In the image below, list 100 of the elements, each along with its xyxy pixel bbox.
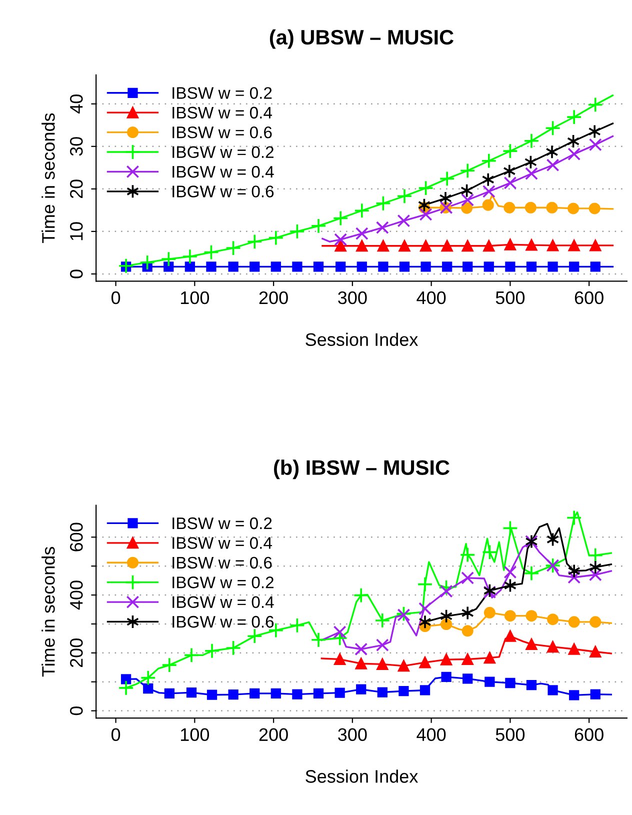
point	[524, 202, 536, 214]
x-tick-label: 500	[496, 291, 525, 304]
point	[334, 233, 348, 246]
y-tick-label: 200	[70, 638, 83, 668]
point	[548, 262, 558, 272]
y-axis-title: Time in seconds	[42, 113, 55, 244]
point	[203, 244, 220, 260]
point	[502, 143, 518, 159]
x-tick-label: 400	[416, 291, 446, 304]
point	[566, 109, 582, 125]
point	[354, 202, 370, 218]
point	[228, 690, 238, 700]
point	[164, 262, 174, 272]
point	[547, 614, 559, 626]
point	[418, 602, 432, 616]
point	[184, 262, 196, 272]
point	[419, 208, 432, 221]
point	[186, 687, 197, 698]
legend-label: IBSW w = 0.4	[172, 537, 272, 549]
point	[355, 227, 368, 240]
point	[484, 262, 494, 272]
legend-label: IBGW w = 0.4	[172, 596, 274, 608]
x-tick-label: 0	[111, 728, 120, 741]
point	[590, 646, 602, 658]
point	[588, 96, 604, 113]
point	[184, 647, 200, 664]
point	[481, 153, 497, 169]
chart-title: (a) UBSW – MUSIC	[270, 29, 454, 49]
point	[504, 566, 517, 579]
legend-label: IBSW w = 0.2	[172, 517, 272, 530]
point	[310, 632, 326, 648]
point	[246, 628, 262, 644]
point	[292, 262, 302, 272]
point	[568, 570, 581, 584]
point	[502, 520, 518, 536]
point	[461, 202, 473, 214]
point	[526, 680, 537, 690]
x-tick-label: 0	[111, 291, 120, 304]
point	[588, 548, 604, 564]
point	[376, 658, 388, 670]
point	[547, 641, 559, 653]
point	[354, 642, 368, 656]
point	[568, 148, 581, 161]
point	[420, 685, 430, 696]
point	[504, 238, 516, 250]
point	[398, 686, 409, 696]
point	[482, 544, 498, 560]
point	[418, 180, 434, 196]
point	[120, 674, 132, 684]
legend-label: IBSW w = 0.6	[172, 556, 272, 569]
legend-label: IBSW w = 0.4	[172, 106, 272, 119]
point	[334, 240, 346, 252]
point	[569, 262, 580, 272]
point	[375, 196, 392, 212]
point	[333, 626, 346, 639]
point	[460, 546, 476, 563]
point	[504, 176, 517, 190]
point	[353, 587, 369, 604]
point	[566, 510, 582, 526]
point	[546, 144, 558, 160]
point	[439, 170, 455, 187]
point	[568, 202, 580, 214]
point	[588, 202, 600, 214]
point	[204, 643, 220, 659]
point	[270, 262, 281, 272]
point	[289, 618, 306, 634]
point	[313, 688, 324, 698]
y-tick-label: 600	[70, 522, 83, 552]
point	[332, 210, 348, 226]
point	[140, 670, 156, 686]
point	[526, 638, 538, 650]
point	[462, 625, 474, 637]
point	[568, 240, 580, 252]
point	[441, 240, 453, 252]
point	[568, 643, 580, 655]
point	[547, 240, 559, 252]
point	[569, 690, 580, 700]
point	[289, 224, 306, 240]
point	[356, 262, 367, 272]
point	[225, 640, 242, 656]
point	[420, 262, 431, 272]
point	[399, 262, 410, 272]
x-tick-label: 500	[496, 728, 525, 741]
point	[461, 194, 474, 206]
point	[397, 214, 410, 228]
legend-label: IBGW w = 0.2	[172, 576, 274, 588]
point	[225, 240, 242, 256]
y-tick-label: 400	[70, 580, 83, 610]
point	[246, 234, 262, 250]
point	[505, 262, 516, 272]
point	[313, 262, 324, 272]
point	[419, 656, 431, 668]
x-axis-title: Session Index	[306, 332, 418, 346]
point	[482, 172, 494, 187]
point	[377, 240, 389, 252]
point	[206, 690, 218, 700]
legend-label: IBGW w = 0.2	[172, 146, 274, 158]
point	[503, 164, 516, 178]
legend-label: IBGW w = 0.6	[172, 186, 274, 198]
point	[504, 610, 516, 622]
